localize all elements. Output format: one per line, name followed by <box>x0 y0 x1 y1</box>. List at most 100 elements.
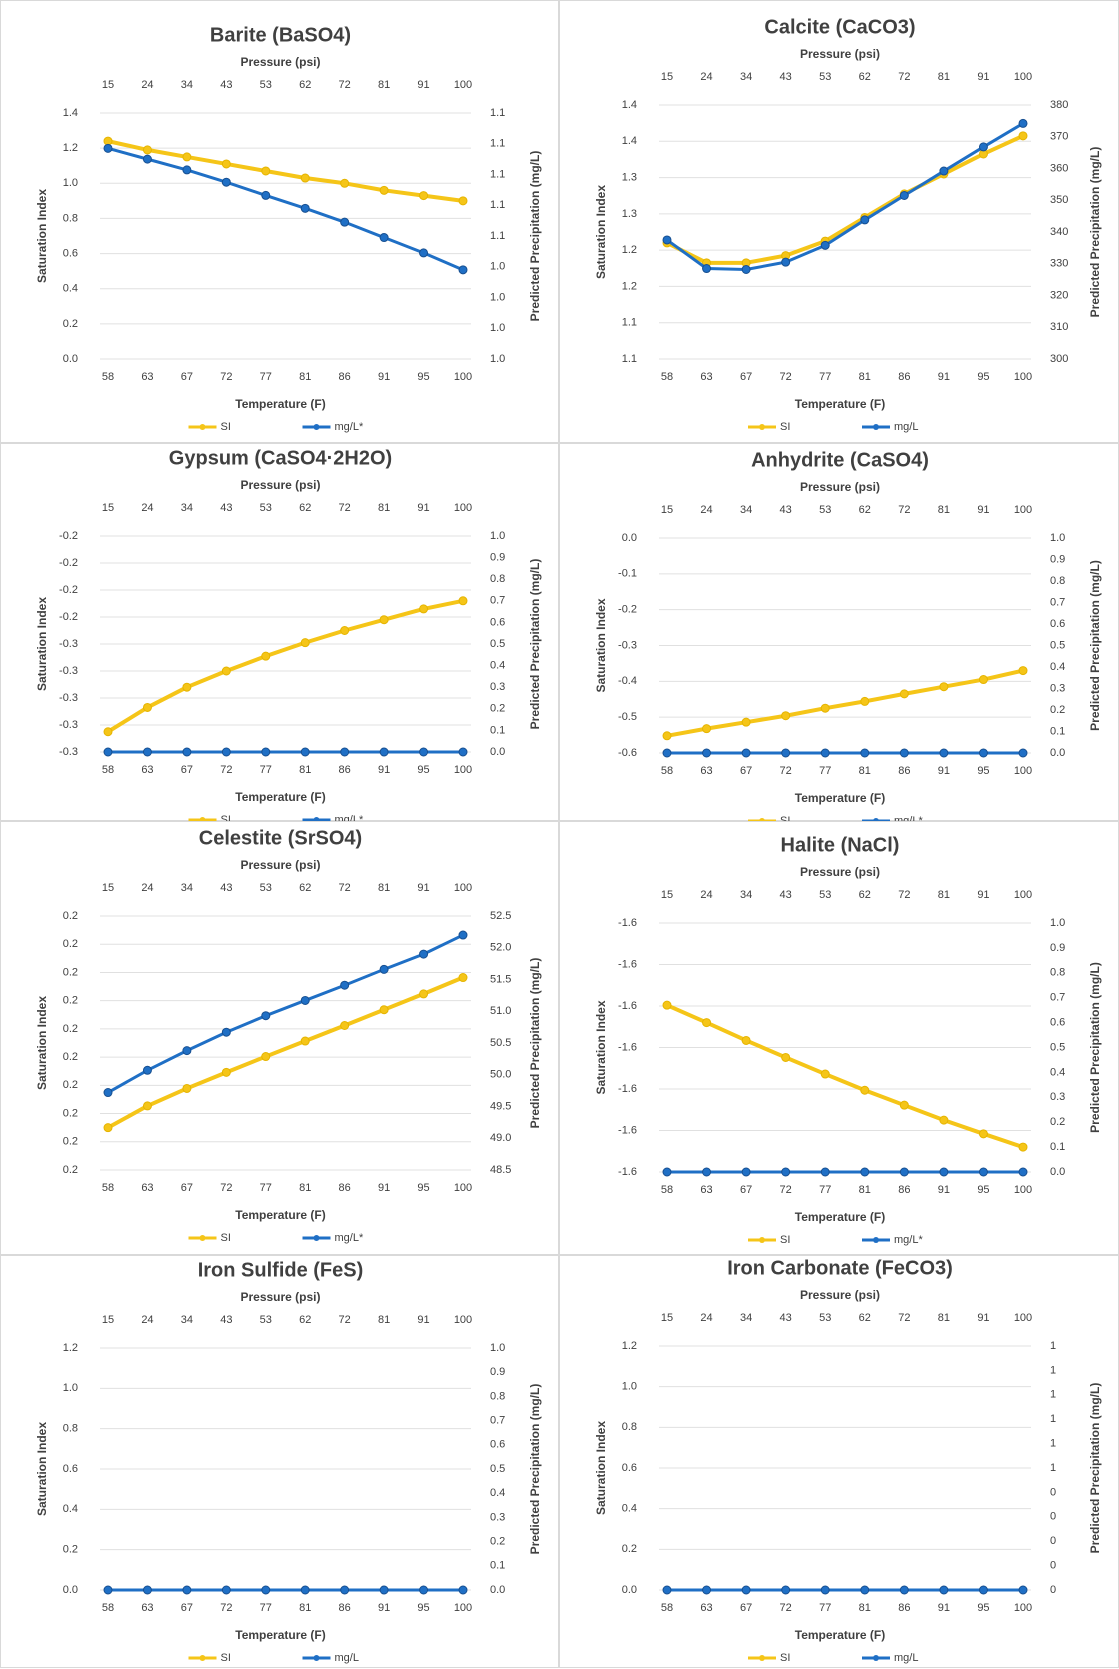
bottom-tick-label: 72 <box>780 765 792 777</box>
bottom-tick-label: 100 <box>454 371 472 383</box>
left-tick-label: 0.2 <box>63 910 78 922</box>
chart-title: Halite (NaCl) <box>781 834 900 856</box>
left-tick-label: -0.3 <box>59 665 78 677</box>
data-point <box>182 165 192 175</box>
left-axis-title: Saturation Index <box>35 996 49 1090</box>
left-tick-label: -0.2 <box>59 611 78 623</box>
left-tick-label: -0.2 <box>618 604 637 616</box>
chart-svg: Calcite (CaCO3) Pressure (psi) 15 24 34 43 53 6… <box>594 16 1102 433</box>
left-tick-label: 0.2 <box>63 1079 78 1091</box>
top-tick-label: 81 <box>938 71 950 83</box>
data-point <box>103 1585 113 1595</box>
bottom-tick-label: 95 <box>417 1602 429 1614</box>
left-tick-label: 0.8 <box>622 1421 637 1433</box>
legend-marker <box>313 424 320 430</box>
bottom-tick-label: 100 <box>454 1182 472 1194</box>
top-tick-label: 34 <box>740 71 752 83</box>
data-point <box>340 178 350 188</box>
bottom-axis-title: Temperature (F) <box>235 790 325 804</box>
top-tick-label: 91 <box>977 889 989 901</box>
left-tick-label: 0.2 <box>63 1544 78 1556</box>
bottom-tick-label: 86 <box>898 371 910 383</box>
series-line <box>107 933 464 1094</box>
legend-marker <box>873 1655 879 1661</box>
right-tick-label: 0.1 <box>490 724 505 736</box>
legend-marker <box>313 817 320 822</box>
top-tick-label: 81 <box>378 1314 390 1326</box>
left-axis-title: Saturation Index <box>594 1421 608 1515</box>
bottom-tick-label: 67 <box>181 371 193 383</box>
right-tick-label: 0.2 <box>1050 704 1065 716</box>
left-tick-label: 0.0 <box>63 1584 78 1596</box>
data-point <box>741 748 751 758</box>
data-point <box>1018 666 1028 676</box>
right-tick-label: 380 <box>1050 99 1068 111</box>
bottom-tick-label: 100 <box>454 764 472 776</box>
data-point <box>781 748 791 758</box>
bottom-axis-title: Temperature (F) <box>235 397 325 411</box>
data-point <box>860 696 870 706</box>
top-tick-label: 100 <box>454 882 472 894</box>
bottom-tick-label: 58 <box>661 1602 673 1614</box>
left-tick-label: 0.2 <box>63 966 78 978</box>
bottom-tick-label: 63 <box>700 371 712 383</box>
left-tick-label: 1.4 <box>622 135 637 147</box>
top-tick-label: 72 <box>339 79 351 91</box>
right-tick-label: 1.0 <box>490 261 505 273</box>
bottom-tick-label: 67 <box>181 1182 193 1194</box>
data-point <box>261 651 271 661</box>
top-tick-label: 15 <box>661 889 673 901</box>
bottom-tick-label: 77 <box>819 1602 831 1614</box>
chart-title: Iron Sulfide (FeS) <box>198 1259 364 1281</box>
bottom-tick-label: 58 <box>102 1602 114 1614</box>
top-tick-label: 24 <box>700 504 712 516</box>
data-point <box>379 615 389 625</box>
legend-label: mg/L* <box>335 421 364 433</box>
data-point <box>1018 131 1028 141</box>
bottom-tick-label: 63 <box>141 1182 153 1194</box>
data-point <box>458 265 468 275</box>
data-point <box>978 142 988 152</box>
data-point <box>458 930 468 940</box>
chart-title: Anhydrite (CaSO4) <box>751 449 929 471</box>
bottom-tick-label: 81 <box>299 764 311 776</box>
right-tick-label: 0.8 <box>1050 575 1065 587</box>
top-tick-label: 72 <box>898 889 910 901</box>
data-point <box>182 1585 192 1595</box>
right-tick-label: 0.8 <box>1050 967 1065 979</box>
legend-marker <box>199 1235 206 1241</box>
left-tick-label: 1.4 <box>622 99 637 111</box>
data-point <box>221 177 231 187</box>
right-axis-title: Predicted Precipitation (mg/L) <box>1088 962 1102 1133</box>
bottom-tick-label: 63 <box>700 1184 712 1196</box>
chart-panel: Calcite (CaCO3) Pressure (psi) 15 24 34 43 53 6… <box>559 0 1119 443</box>
data-point <box>261 1585 271 1595</box>
top-tick-label: 62 <box>859 889 871 901</box>
chart-svg: Celestite (SrSO4) Pressure (psi) 15 24 34 43 5… <box>35 827 542 1244</box>
data-point <box>1018 1167 1028 1177</box>
data-point <box>182 152 192 162</box>
chart-title: Barite (BaSO4) <box>210 24 351 46</box>
right-tick-label: 360 <box>1050 162 1068 174</box>
right-tick-label: 0.0 <box>490 746 505 758</box>
bottom-tick-label: 91 <box>938 1184 950 1196</box>
right-tick-label: 51.0 <box>490 1005 511 1017</box>
data-point <box>860 215 870 225</box>
top-tick-label: 91 <box>417 502 429 514</box>
top-tick-label: 53 <box>819 504 831 516</box>
left-tick-label: -0.4 <box>618 675 637 687</box>
bottom-tick-label: 63 <box>141 764 153 776</box>
top-tick-label: 43 <box>220 882 232 894</box>
data-point <box>978 1167 988 1177</box>
data-point <box>221 666 231 676</box>
bottom-tick-label: 86 <box>898 1184 910 1196</box>
left-tick-label: 1.2 <box>622 1340 637 1352</box>
right-tick-label: 0.0 <box>1050 747 1065 759</box>
data-point <box>1018 1142 1028 1152</box>
bottom-tick-label: 95 <box>977 765 989 777</box>
top-tick-label: 91 <box>417 882 429 894</box>
bottom-tick-label: 67 <box>740 765 752 777</box>
right-tick-label: 310 <box>1050 321 1068 333</box>
bottom-tick-label: 81 <box>859 1602 871 1614</box>
data-point <box>142 145 152 155</box>
